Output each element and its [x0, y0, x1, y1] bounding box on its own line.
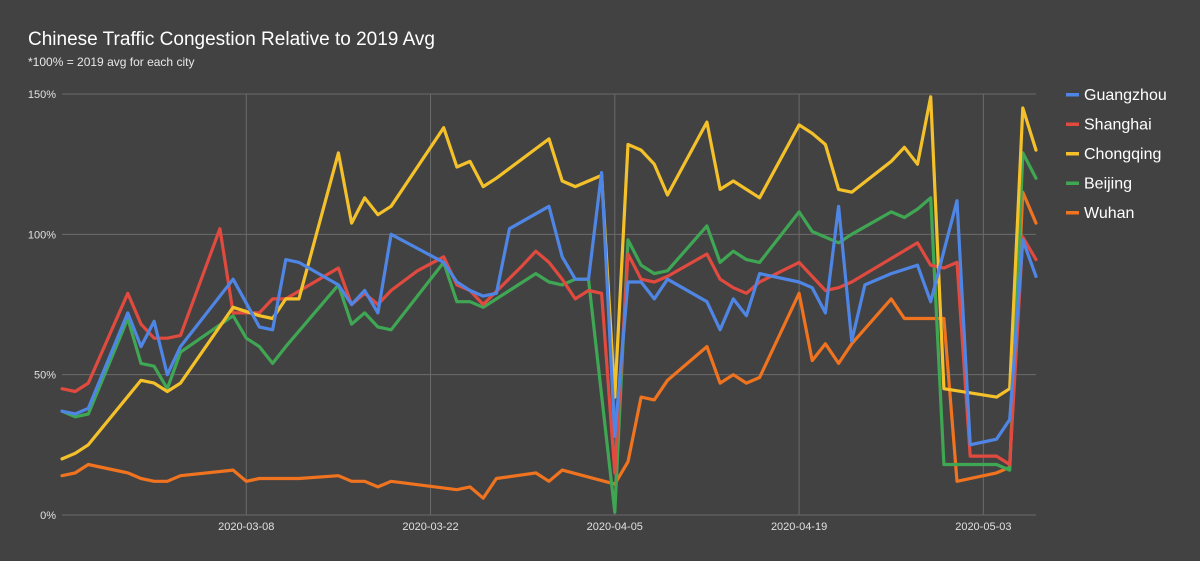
- legend-swatch-wuhan: [1066, 211, 1079, 215]
- series-line-wuhan: [60, 190, 1038, 500]
- y-tick-label: 100%: [28, 229, 56, 241]
- legend: Guangzhou Shanghai Chongqing Beijing Wuhan: [1066, 87, 1167, 222]
- legend-label-wuhan: Wuhan: [1084, 205, 1134, 222]
- legend-label-beijing: Beijing: [1084, 176, 1132, 193]
- chart-subtitle: *100% = 2019 avg for each city: [28, 55, 194, 69]
- y-tick-label: 150%: [28, 89, 56, 101]
- gridlines: [62, 93, 1036, 516]
- series-lines: [60, 95, 1038, 514]
- y-tick-label: 50%: [34, 370, 56, 382]
- legend-swatch-guangzhou: [1066, 93, 1079, 97]
- legend-label-chongqing: Chongqing: [1084, 146, 1161, 163]
- legend-swatch-shanghai: [1066, 122, 1079, 126]
- legend-label-guangzhou: Guangzhou: [1084, 87, 1167, 104]
- series-line-shanghai: [60, 227, 1038, 475]
- series-line-beijing: [60, 151, 1038, 514]
- x-tick-label: 2020-03-08: [218, 521, 274, 533]
- legend-label-shanghai: Shanghai: [1084, 117, 1152, 134]
- x-axis-ticks: 2020-03-08 2020-03-22 2020-04-05 2020-04-19…: [218, 521, 1011, 533]
- chart-title: Chinese Traffic Congestion Relative to 2…: [28, 29, 435, 50]
- y-axis-ticks: 0% 50% 100% 150%: [28, 89, 56, 522]
- x-tick-label: 2020-04-19: [771, 521, 827, 533]
- legend-swatch-chongqing: [1066, 152, 1079, 156]
- series-line-chongqing: [60, 95, 1038, 461]
- x-tick-label: 2020-05-03: [955, 521, 1011, 533]
- x-tick-label: 2020-03-22: [402, 521, 458, 533]
- series-line-guangzhou: [60, 171, 1038, 447]
- y-tick-label: 0%: [40, 510, 56, 522]
- legend-swatch-beijing: [1066, 181, 1079, 185]
- x-tick-label: 2020-04-05: [587, 521, 643, 533]
